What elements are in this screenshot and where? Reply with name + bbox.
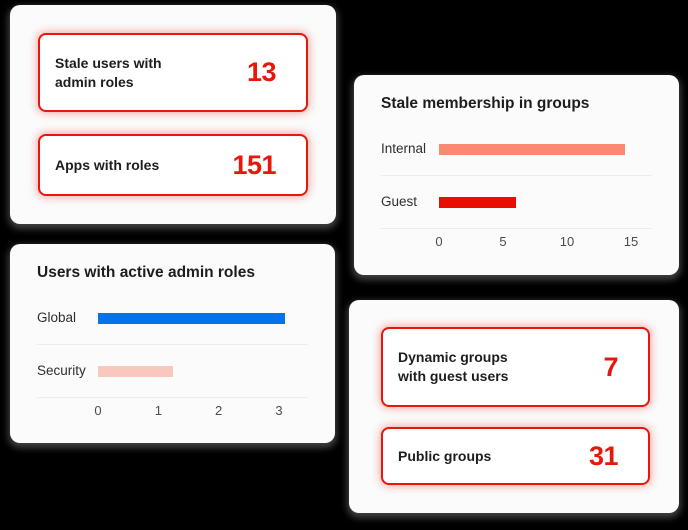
bar bbox=[439, 143, 625, 155]
bar-track bbox=[439, 143, 652, 155]
x-tick-label: 3 bbox=[275, 403, 283, 418]
stat-tile-apps-with-roles[interactable]: Apps with roles 151 bbox=[38, 134, 308, 196]
stat-tile-public-groups[interactable]: Public groups 31 bbox=[381, 427, 650, 485]
category-label: Internal bbox=[381, 141, 427, 156]
bar bbox=[439, 196, 516, 208]
chart-row: Guest bbox=[381, 176, 652, 228]
bar-track bbox=[439, 196, 652, 208]
bar bbox=[98, 365, 174, 377]
bar-track bbox=[98, 365, 308, 377]
category-label: Security bbox=[37, 363, 86, 378]
chart-row: Security bbox=[37, 345, 308, 397]
x-tick-label: 15 bbox=[623, 234, 639, 249]
category-label: Global bbox=[37, 310, 77, 325]
stat-tile-value: 7 bbox=[603, 351, 618, 382]
stat-tile-value: 13 bbox=[246, 57, 277, 87]
stat-tile-value: 31 bbox=[588, 440, 619, 471]
stat-tile-dynamic-guest-groups[interactable]: Dynamic groups with guest users 7 bbox=[381, 327, 650, 407]
card-active-admin-roles-chart: Users with active admin roles Global Secu… bbox=[10, 244, 335, 443]
chart-row: Global bbox=[37, 292, 308, 344]
category-label: Guest bbox=[381, 194, 418, 209]
row-divider bbox=[37, 397, 308, 398]
stat-tile-label: Public groups bbox=[398, 447, 492, 464]
stat-tile-label: Stale users with admin roles bbox=[55, 54, 162, 90]
tile-gap bbox=[38, 112, 308, 134]
x-axis: 0 5 10 15 bbox=[435, 234, 652, 250]
row-divider bbox=[381, 175, 652, 176]
x-tick-label: 2 bbox=[215, 403, 223, 418]
bar-chart: Global Security 0 1 2 3 bbox=[37, 292, 308, 419]
tile-gap bbox=[381, 407, 650, 427]
x-tick-label: 0 bbox=[435, 234, 443, 249]
card-group-alerts: Dynamic groups with guest users 7 Public… bbox=[349, 300, 679, 513]
chart-title: Users with active admin roles bbox=[37, 264, 255, 281]
stat-tile-label: Dynamic groups with guest users bbox=[398, 349, 509, 384]
bar bbox=[98, 312, 286, 324]
row-divider bbox=[37, 344, 308, 345]
x-tick-label: 5 bbox=[499, 234, 507, 249]
stat-tile-value: 151 bbox=[232, 149, 276, 180]
stat-tile-stale-admin-users[interactable]: Stale users with admin roles 13 bbox=[38, 33, 308, 112]
card-admin-role-alerts: Stale users with admin roles 13 Apps wit… bbox=[10, 5, 336, 224]
x-tick-label: 10 bbox=[559, 234, 575, 249]
x-axis: 0 1 2 3 bbox=[94, 403, 308, 419]
bar-chart: Internal Guest 0 5 10 15 bbox=[381, 123, 652, 250]
card-stale-membership-chart: Stale membership in groups Internal Guest… bbox=[354, 75, 679, 275]
row-divider bbox=[381, 228, 652, 229]
x-tick-label: 1 bbox=[154, 403, 162, 418]
chart-row: Internal bbox=[381, 123, 652, 175]
x-tick-label: 0 bbox=[94, 403, 102, 418]
chart-title: Stale membership in groups bbox=[381, 95, 590, 112]
bar-track bbox=[98, 312, 308, 324]
stat-tile-label: Apps with roles bbox=[55, 156, 160, 173]
